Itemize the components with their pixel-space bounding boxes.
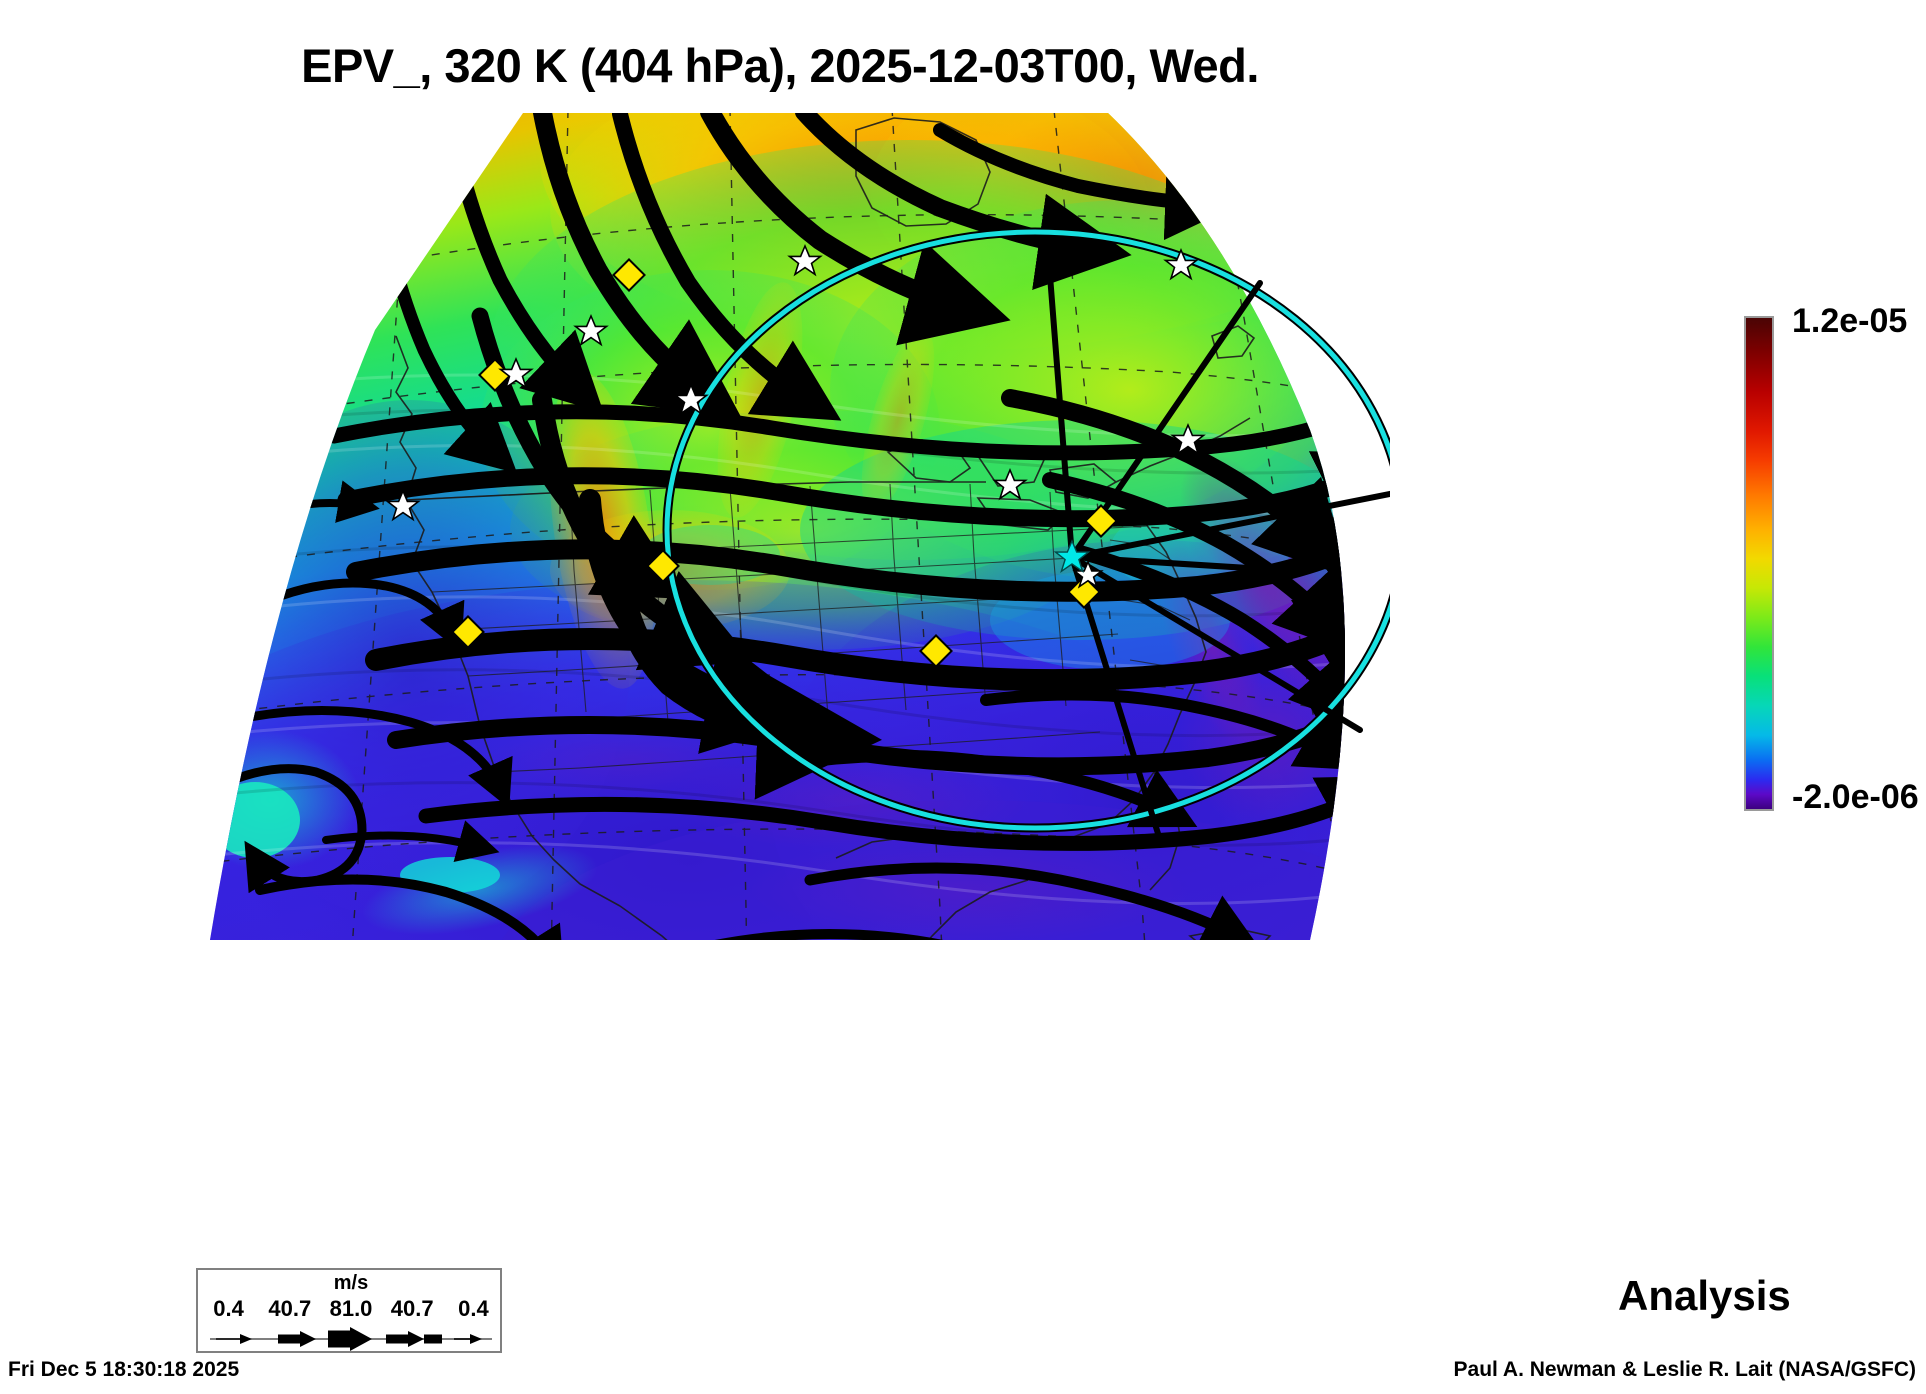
wind-arrow-scale-icon [210, 1327, 492, 1351]
epv-map [210, 113, 1390, 940]
author-credit: Paul A. Newman & Leslie R. Lait (NASA/GS… [1453, 1358, 1916, 1381]
range-ring [662, 227, 1390, 833]
station-markers [385, 243, 1206, 668]
colorbar: 1.2e-05 -2.0e-06 [1744, 302, 1926, 836]
colorbar-min-label: -2.0e-06 [1792, 778, 1919, 816]
wind-tick-0: 0.4 [213, 1296, 244, 1321]
analysis-label: Analysis [1618, 1272, 1791, 1319]
wind-speed-legend: m/s 0.4 40.7 81.0 40.7 0.4 [196, 1268, 502, 1353]
map-plot-area [150, 100, 1390, 1050]
wind-tick-3: 40.7 [390, 1296, 434, 1321]
wind-tick-labels: 0.4 40.7 81.0 40.7 0.4 [198, 1296, 504, 1322]
colorbar-max-label: 1.2e-05 [1792, 302, 1908, 340]
cyan-hub-star [1053, 539, 1091, 574]
wind-tick-1: 40.7 [268, 1296, 312, 1321]
page-title: EPV_, 320 K (404 hPa), 2025-12-03T00, We… [301, 39, 1259, 92]
epv-scalar-field [210, 113, 1345, 940]
wind-units-label: m/s [333, 1272, 369, 1294]
colorbar-gradient [1744, 316, 1774, 811]
wind-tick-4: 0.4 [458, 1296, 489, 1321]
render-timestamp: Fri Dec 5 18:30:18 2025 [8, 1358, 240, 1381]
wind-tick-2: 81.0 [329, 1296, 373, 1321]
